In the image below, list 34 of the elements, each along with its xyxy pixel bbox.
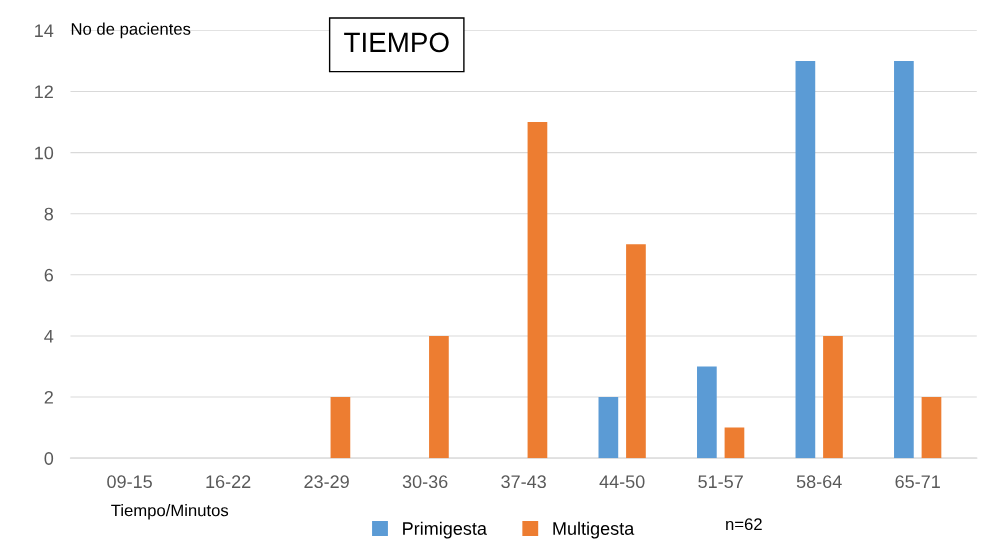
x-tick-label: 16-22 [206, 475, 251, 489]
y-tick-label: 12 [35, 85, 53, 99]
x-tick-label: 37-43 [501, 475, 546, 489]
bar [527, 122, 548, 459]
y-tick-label: 4 [44, 330, 54, 343]
x-tick-label: 44-50 [599, 475, 645, 489]
y-tick-label: 14 [35, 24, 54, 37]
bar [626, 244, 646, 459]
x-tick-label: 30-36 [402, 475, 448, 489]
bar [598, 397, 619, 459]
y-tick-label: 0 [44, 452, 54, 465]
y-tick-label: 6 [44, 268, 54, 282]
bar [823, 335, 843, 459]
y-tick-label: 2 [44, 390, 53, 404]
bar [429, 335, 449, 459]
legend-label: Multigesta [553, 521, 635, 539]
chart-title: TIEMPO [344, 32, 449, 53]
bar [724, 427, 745, 459]
x-tick-label: 58-64 [796, 475, 842, 489]
bar [921, 397, 942, 459]
x-axis-title: Tiempo/Minutos [111, 504, 229, 520]
x-tick-label: 51-57 [698, 475, 743, 489]
bar [330, 397, 351, 459]
text: n=62 [726, 518, 762, 531]
x-tick-label: 09-15 [107, 475, 152, 489]
y-tick-label: 8 [44, 207, 54, 221]
y-tick-label: 10 [35, 146, 54, 160]
legend-label: Primigesta [403, 521, 487, 539]
x-tick-label: 23-29 [304, 475, 349, 489]
bar [894, 60, 914, 459]
x-tick-label: 65-71 [895, 475, 940, 489]
y-axis-title: No de pacientes [71, 22, 191, 39]
bar [697, 366, 717, 459]
bar [795, 60, 816, 459]
